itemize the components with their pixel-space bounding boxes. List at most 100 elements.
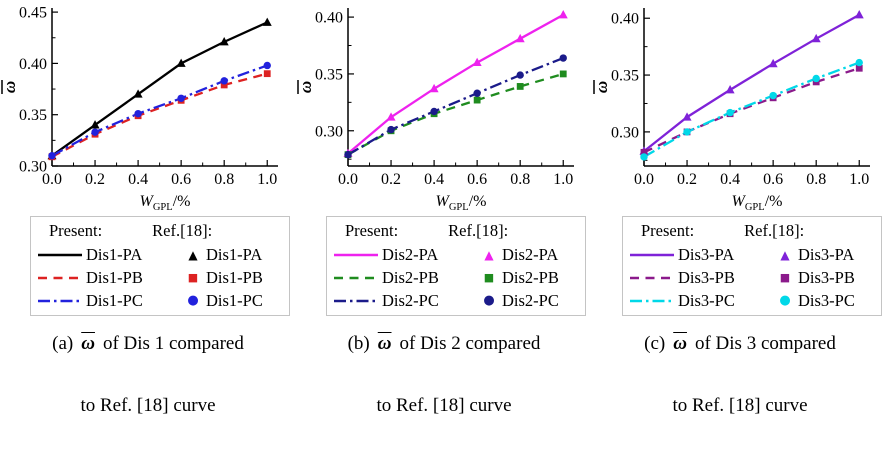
triangle-marker-icon: ▲ [188,247,198,262]
legend-label: Dis2-PC [502,290,559,310]
caption-text: of Dis 1 compared [102,333,244,354]
svg-text:0.4: 0.4 [128,171,148,188]
legend-row: Dis3-PC ● Dis3-PC [629,289,879,312]
svg-text:0.2: 0.2 [677,171,697,188]
legend-label: Dis3-PA [798,244,855,264]
legend-row: Dis3-PB ■ Dis3-PB [629,266,879,289]
legend-label: Dis1-PA [206,244,263,264]
legend-row: Dis3-PA ▲ Dis3-PA [629,243,879,266]
legend-label: Dis1-PC [86,290,143,310]
chart-c-plot: 0.0 0.2 0.4 0.6 0.8 1.0 0.30 0.35 0.40 WGPL/% ω [592,8,870,213]
figure-panel-b: 0.0 0.2 0.4 0.6 0.8 1.0 0.30 0.35 0.40 WGPL/% ω Pr… [296,0,592,417]
legend-label: Dis3-PA [678,244,735,264]
svg-text:0.40: 0.40 [19,56,47,73]
svg-text:0.35: 0.35 [315,66,343,83]
dashed-line-sample [37,272,83,284]
legend-present-header: Present: [345,221,399,240]
svg-text:0.4: 0.4 [424,171,444,188]
svg-text:0.30: 0.30 [19,159,47,176]
figure-panel-a: 0.0 0.2 0.4 0.6 0.8 1.0 0.30 0.35 0.40 0.45 WGPL/%… [0,0,296,417]
svg-text:0.6: 0.6 [467,171,487,188]
svg-text:1.0: 1.0 [849,171,869,188]
legend-label: Dis1-PB [86,267,143,287]
svg-text:0.8: 0.8 [806,171,826,188]
legend-label: Dis3-PB [798,267,855,287]
svg-text:0.45: 0.45 [19,5,47,22]
legend-row: Dis1-PB ■ Dis1-PB [37,266,287,289]
legend-ref-header: Ref.[18]: [152,221,213,240]
figure: 0.0 0.2 0.4 0.6 0.8 1.0 0.30 0.35 0.40 0.45 WGPL/%… [0,0,888,417]
caption-line1: (b) ω of Dis 2 compared [296,333,592,355]
svg-text:0.6: 0.6 [171,171,191,188]
chart-c-legend: Present: Ref.[18]: Dis3-PA ▲ Dis3-PA Dis3… [622,216,882,316]
square-marker-icon: ■ [483,271,495,284]
dashdot-line-sample [629,295,675,307]
caption-index: (c) [644,333,666,354]
legend-ref-header: Ref.[18]: [744,221,805,240]
svg-text:0.2: 0.2 [381,171,401,188]
svg-text:0.0: 0.0 [338,171,358,188]
svg-text:0.0: 0.0 [634,171,654,188]
omega-bar-symbol: ω [377,333,392,354]
svg-text:0.8: 0.8 [510,171,530,188]
solid-line-sample [629,249,675,261]
chart-c-caption: (c) ω of Dis 3 compared to Ref. [18] curve [592,333,888,417]
caption-line2: to Ref. [18] curve [376,395,512,416]
legend-label: Dis3-PB [678,267,735,287]
square-marker-icon: ■ [779,271,791,284]
legend-label: Dis2-PB [382,267,439,287]
caption-line2: to Ref. [18] curve [80,395,216,416]
caption-line2: to Ref. [18] curve [672,395,808,416]
svg-text:ω: ω [592,81,611,93]
legend-header-row: Present: Ref.[18]: [629,219,879,243]
triangle-marker-icon: ▲ [780,247,790,262]
svg-text:0.30: 0.30 [611,124,639,141]
legend-present-header: Present: [49,221,103,240]
svg-text:ω: ω [0,81,19,93]
chart-b-caption: (b) ω of Dis 2 compared to Ref. [18] curve [296,333,592,417]
svg-text:0.6: 0.6 [763,171,783,188]
solid-line-sample [333,249,379,261]
dashed-line-sample [333,272,379,284]
chart-a-legend: Present: Ref.[18]: Dis1-PA ▲ Dis1-PA Dis1… [30,216,290,316]
svg-text:0.8: 0.8 [214,171,234,188]
svg-text:0.0: 0.0 [42,171,62,188]
svg-text:WGPL/%: WGPL/% [732,193,783,213]
chart-a-plot: 0.0 0.2 0.4 0.6 0.8 1.0 0.30 0.35 0.40 0.45 WGPL/%… [0,5,278,213]
caption-line1: (a) ω of Dis 1 compared [0,333,296,355]
legend-present-header: Present: [641,221,695,240]
caption-line1: (c) ω of Dis 3 compared [592,333,888,355]
legend-row: Dis1-PC ● Dis1-PC [37,289,287,312]
caption-text: of Dis 3 compared [694,333,836,354]
svg-text:0.2: 0.2 [85,171,105,188]
svg-text:ω: ω [296,81,315,93]
legend-label: Dis2-PA [502,244,559,264]
svg-text:WGPL/%: WGPL/% [436,193,487,213]
legend-label: Dis3-PC [798,290,855,310]
legend-label: Dis2-PC [382,290,439,310]
legend-header-row: Present: Ref.[18]: [37,219,287,243]
svg-text:WGPL/%: WGPL/% [140,193,191,213]
svg-text:0.40: 0.40 [611,11,639,28]
omega-bar-symbol: ω [81,333,95,354]
dashed-line-sample [629,272,675,284]
solid-line-sample [37,249,83,261]
legend-label: Dis2-PB [502,267,559,287]
legend-label: Dis1-PA [86,244,143,264]
chart-b-legend: Present: Ref.[18]: Dis2-PA ▲ Dis2-PA Dis2… [326,216,586,316]
legend-row: Dis2-PA ▲ Dis2-PA [333,243,583,266]
legend-row: Dis2-PB ■ Dis2-PB [333,266,583,289]
legend-ref-header: Ref.[18]: [448,221,509,240]
triangle-marker-icon: ▲ [484,247,494,262]
caption-index: (a) [52,333,74,354]
legend-label: Dis2-PA [382,244,439,264]
figure-panel-c: 0.0 0.2 0.4 0.6 0.8 1.0 0.30 0.35 0.40 WGPL/% ω Pr… [592,0,888,417]
circle-marker-icon: ● [779,293,791,308]
dashdot-line-sample [333,295,379,307]
caption-index: (b) [347,333,370,354]
legend-row: Dis1-PA ▲ Dis1-PA [37,243,287,266]
dashdot-line-sample [37,295,83,307]
svg-text:0.30: 0.30 [315,123,343,140]
legend-label: Dis3-PC [678,290,735,310]
svg-text:0.40: 0.40 [315,10,343,27]
